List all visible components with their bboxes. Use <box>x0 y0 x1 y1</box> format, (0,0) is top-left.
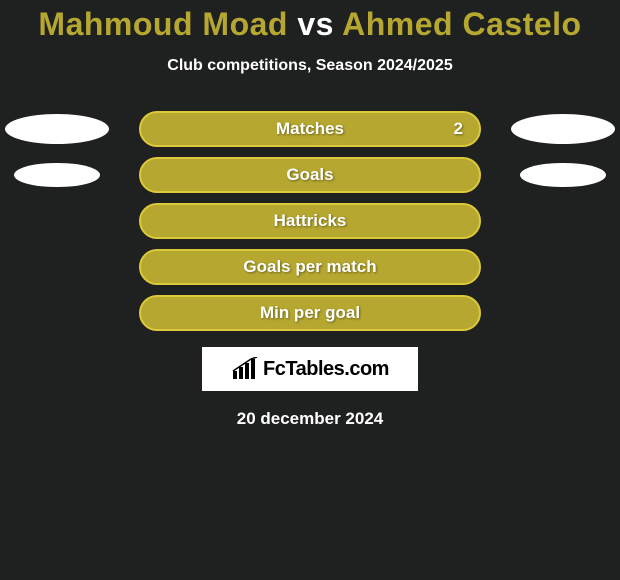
stat-bar: Goals per match <box>139 249 481 285</box>
stat-bar: Goals <box>139 157 481 193</box>
brand-text: FcTables.com <box>263 358 389 381</box>
date-text: 20 december 2024 <box>0 409 620 429</box>
stat-value: 2 <box>454 119 463 139</box>
stat-bar: Matches 2 <box>139 111 481 147</box>
stat-label: Min per goal <box>260 303 360 323</box>
stat-row: Goals per match <box>0 249 620 285</box>
page-title: Mahmoud Moad vs Ahmed Castelo <box>0 0 620 43</box>
title-part-player1: Mahmoud Moad <box>38 6 288 42</box>
title-part-vs: vs <box>288 6 342 42</box>
subtitle: Club competitions, Season 2024/2025 <box>0 57 620 75</box>
stat-row: Min per goal <box>0 295 620 331</box>
stat-label: Matches <box>276 119 344 139</box>
brand-box: FcTables.com <box>202 347 418 391</box>
right-marker <box>511 114 615 144</box>
right-marker <box>520 163 605 188</box>
stat-bar: Min per goal <box>139 295 481 331</box>
stat-bar: Hattricks <box>139 203 481 239</box>
stat-label: Goals <box>286 165 333 185</box>
title-part-player2: Ahmed Castelo <box>342 6 581 42</box>
left-marker <box>14 163 99 188</box>
stat-row: Goals <box>0 157 620 193</box>
chart-icon <box>231 357 259 381</box>
stat-row: Matches 2 <box>0 111 620 147</box>
comparison-rows: Matches 2 Goals Hattricks Goals per match Min… <box>0 111 620 331</box>
stat-row: Hattricks <box>0 203 620 239</box>
left-marker <box>5 114 109 144</box>
stat-label: Goals per match <box>243 257 376 277</box>
stat-label: Hattricks <box>274 211 347 231</box>
